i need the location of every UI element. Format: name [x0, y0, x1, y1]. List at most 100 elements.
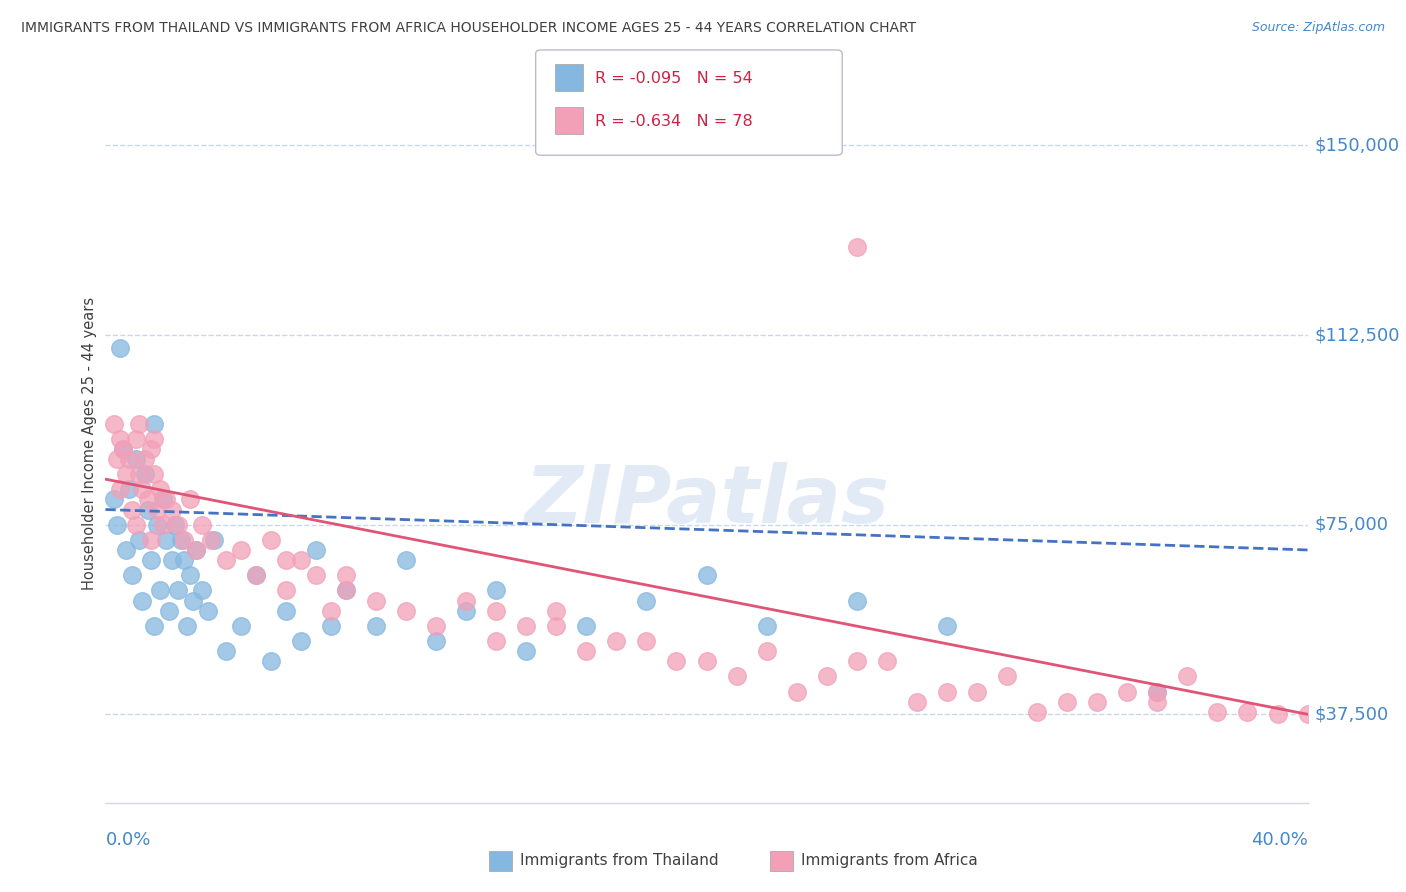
Point [245, 568, 267, 582]
Point [245, 568, 267, 582]
Point [1056, 695, 1078, 709]
Point [290, 634, 312, 648]
Text: $112,500: $112,500 [1315, 326, 1400, 344]
Point [214, 553, 236, 567]
Point [142, 432, 165, 446]
Point [425, 619, 447, 633]
Point [1146, 695, 1168, 709]
Point [575, 619, 598, 633]
Point [115, 543, 138, 558]
Point [124, 432, 146, 446]
Point [1206, 705, 1229, 719]
Text: ZIPatlas: ZIPatlas [524, 462, 889, 541]
Point [725, 669, 748, 683]
Point [179, 492, 201, 507]
Point [395, 553, 418, 567]
Point [485, 583, 508, 598]
Point [575, 644, 598, 658]
Point [118, 483, 141, 497]
Point [107, 517, 129, 532]
Point [145, 502, 167, 516]
Point [152, 492, 174, 507]
Point [335, 583, 357, 598]
Point [134, 452, 156, 467]
Point [115, 467, 138, 482]
Point [179, 568, 201, 582]
Point [160, 553, 183, 567]
Point [184, 543, 207, 558]
Point [190, 583, 212, 598]
Text: R = -0.634   N = 78: R = -0.634 N = 78 [595, 114, 752, 128]
Point [335, 583, 357, 598]
Point [200, 533, 222, 547]
Point [1146, 684, 1168, 698]
Point [305, 543, 328, 558]
Point [1357, 707, 1379, 722]
Point [395, 604, 418, 618]
Text: Immigrants from Africa: Immigrants from Africa [801, 854, 979, 868]
Text: $75,000: $75,000 [1315, 516, 1389, 533]
Point [364, 619, 387, 633]
Point [202, 533, 225, 547]
Point [845, 239, 868, 253]
Point [966, 684, 988, 698]
Point [755, 619, 778, 633]
Point [128, 533, 150, 547]
Point [335, 568, 357, 582]
Point [260, 654, 283, 668]
Point [155, 533, 177, 547]
Point [319, 619, 342, 633]
Point [815, 669, 838, 683]
Point [605, 634, 627, 648]
Point [274, 604, 297, 618]
Point [546, 619, 568, 633]
Point [197, 604, 219, 618]
Point [110, 341, 132, 355]
Point [786, 684, 808, 698]
Point [515, 644, 537, 658]
Point [169, 533, 191, 547]
Point [319, 604, 342, 618]
Point [696, 654, 718, 668]
Point [995, 669, 1018, 683]
Point [274, 583, 297, 598]
Text: $150,000: $150,000 [1315, 136, 1399, 154]
Point [136, 502, 159, 516]
Text: IMMIGRANTS FROM THAILAND VS IMMIGRANTS FROM AFRICA HOUSEHOLDER INCOME AGES 25 - : IMMIGRANTS FROM THAILAND VS IMMIGRANTS F… [21, 21, 917, 36]
Point [876, 654, 898, 668]
Point [905, 695, 928, 709]
Point [112, 442, 135, 456]
Point [173, 533, 195, 547]
Point [636, 634, 658, 648]
Point [152, 517, 174, 532]
Point [190, 517, 212, 532]
Point [636, 593, 658, 607]
Point [1267, 707, 1289, 722]
Point [1236, 705, 1258, 719]
Point [274, 553, 297, 567]
Point [229, 619, 252, 633]
Point [485, 634, 508, 648]
Text: 0.0%: 0.0% [105, 830, 150, 848]
Point [142, 467, 165, 482]
Point [139, 553, 162, 567]
Text: Immigrants from Thailand: Immigrants from Thailand [520, 854, 718, 868]
Point [124, 452, 146, 467]
Point [454, 593, 477, 607]
Point [142, 417, 165, 431]
Text: 40.0%: 40.0% [1251, 830, 1308, 848]
Y-axis label: Householder Income Ages 25 - 44 years: Householder Income Ages 25 - 44 years [82, 297, 97, 591]
Point [139, 533, 162, 547]
Point [229, 543, 252, 558]
Point [148, 583, 170, 598]
Point [184, 543, 207, 558]
Point [1296, 707, 1319, 722]
Point [936, 619, 959, 633]
Text: $37,500: $37,500 [1315, 706, 1389, 723]
Point [214, 644, 236, 658]
Point [936, 684, 959, 698]
Point [1026, 705, 1049, 719]
Point [110, 432, 132, 446]
Point [131, 593, 153, 607]
Point [157, 604, 180, 618]
